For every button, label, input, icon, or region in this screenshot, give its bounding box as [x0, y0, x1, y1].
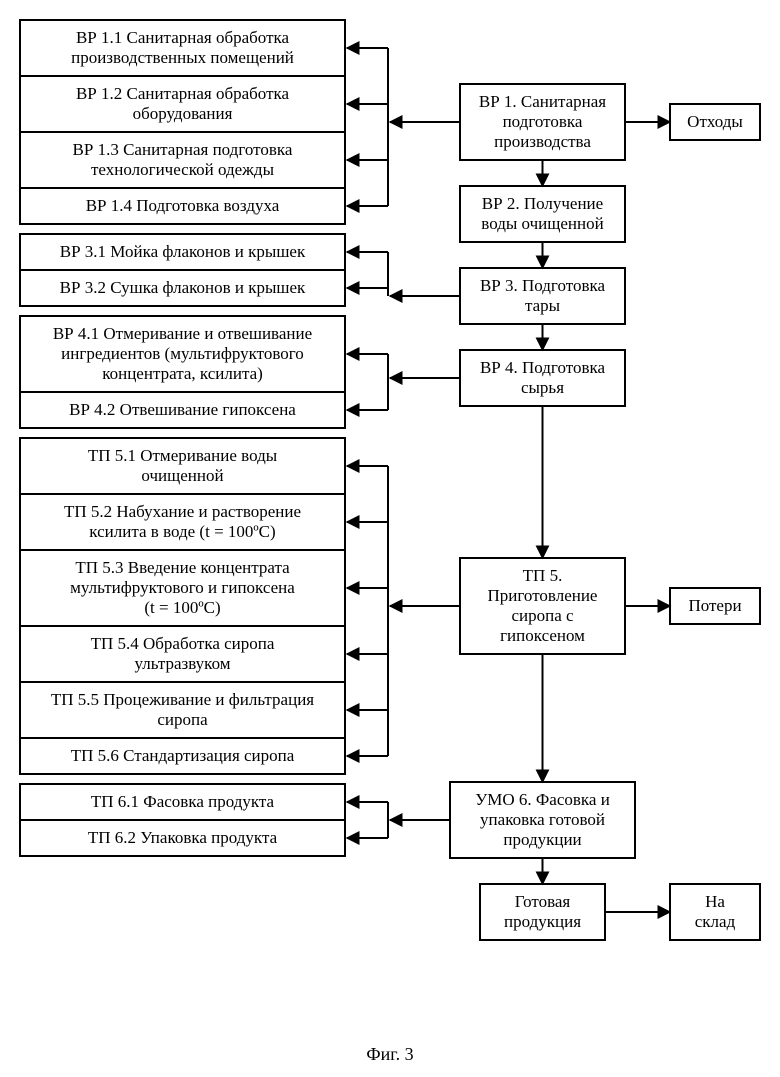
- vr1_1-label: ВР 1.1 Санитарная обработка: [76, 28, 290, 47]
- tp6_2-label: ТП 6.2 Упаковка продукта: [88, 828, 278, 847]
- tp6_1-label: ТП 6.1 Фасовка продукта: [91, 792, 275, 811]
- waste-label: Отходы: [687, 112, 743, 131]
- vr4_2-label: ВР 4.2 Отвешивание гипоксена: [69, 400, 296, 419]
- figure-caption: Фиг. 3: [366, 1044, 413, 1064]
- vr3-label: тары: [525, 296, 561, 315]
- vr1_4-label: ВР 1.4 Подготовка воздуха: [86, 196, 280, 215]
- tp5-label: сиропа с: [511, 606, 574, 625]
- vr1_3-label: технологической одежды: [91, 160, 275, 179]
- tp5_5-label: ТП 5.5 Процеживание и фильтрация: [51, 690, 314, 709]
- vr4_1-label: ВР 4.1 Отмеривание и отвешивание: [53, 324, 312, 343]
- tp5_4-label: ТП 5.4 Обработка сиропа: [91, 634, 275, 653]
- store-label: склад: [695, 912, 736, 931]
- umo6-label: продукции: [503, 830, 581, 849]
- vr3_2-label: ВР 3.2 Сушка флаконов и крышек: [60, 278, 306, 297]
- vr2-label: ВР 2. Получение: [482, 194, 603, 213]
- vr1_2-label: оборудования: [133, 104, 233, 123]
- tp5-label: ТП 5.: [523, 566, 563, 585]
- tp5_2-label: ксилита в воде (t = 100ºС): [89, 522, 275, 541]
- losses-label: Потери: [688, 596, 741, 615]
- tp5_1-label: очищенной: [141, 466, 223, 485]
- vr3-label: ВР 3. Подготовка: [480, 276, 606, 295]
- vr2-label: воды очищенной: [481, 214, 603, 233]
- vr1_3-label: ВР 1.3 Санитарная подготовка: [73, 140, 293, 159]
- vr4_1-label: концентрата, ксилита): [102, 364, 263, 383]
- vr1-label: подготовка: [503, 112, 583, 131]
- vr1_1-label: производственных помещений: [71, 48, 294, 67]
- tp5-label: Приготовление: [488, 586, 598, 605]
- vr4_1-label: ингредиентов (мультифруктового: [61, 344, 304, 363]
- tp5-label: гипоксеном: [500, 626, 585, 645]
- vr4-label: ВР 4. Подготовка: [480, 358, 606, 377]
- tp5_3-label: мультифруктового и гипоксена: [70, 578, 295, 597]
- tp5_4-label: ультразвуком: [134, 654, 230, 673]
- vr3_1-label: ВР 3.1 Мойка флаконов и крышек: [60, 242, 306, 261]
- vr1-label: производства: [494, 132, 591, 151]
- vr1-label: ВР 1. Санитарная: [479, 92, 606, 111]
- tp5_2-label: ТП 5.2 Набухание и растворение: [64, 502, 301, 521]
- tp5_5-label: сиропа: [157, 710, 208, 729]
- fin-label: продукция: [504, 912, 581, 931]
- vr1_2-label: ВР 1.2 Санитарная обработка: [76, 84, 290, 103]
- fin-label: Готовая: [515, 892, 571, 911]
- umo6-label: упаковка готовой: [480, 810, 605, 829]
- tp5_1-label: ТП 5.1 Отмеривание воды: [88, 446, 278, 465]
- tp5_3-label: ТП 5.3 Введение концентрата: [75, 558, 290, 577]
- tp5_3-label: (t = 100ºС): [144, 598, 220, 617]
- umo6-label: УМО 6. Фасовка и: [475, 790, 610, 809]
- store-label: На: [705, 892, 725, 911]
- vr4-label: сырья: [521, 378, 564, 397]
- tp5_6-label: ТП 5.6 Стандартизация сиропа: [71, 746, 295, 765]
